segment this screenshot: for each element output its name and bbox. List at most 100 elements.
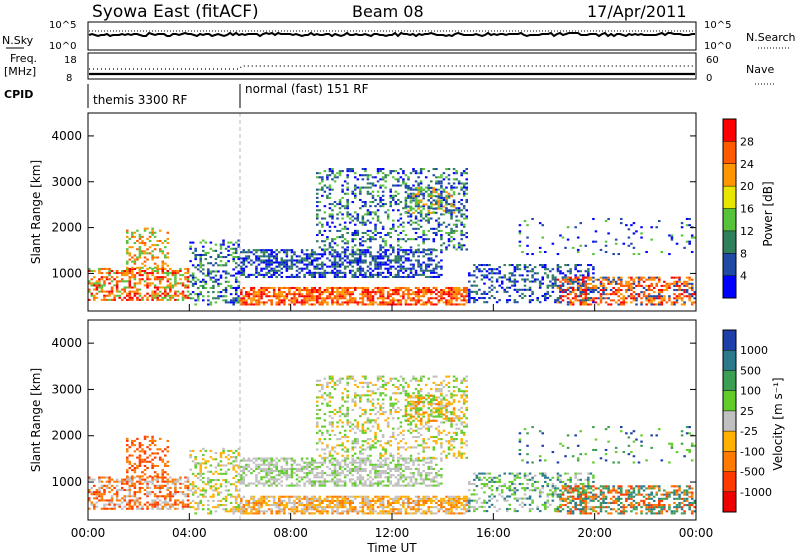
velocity-cell <box>151 441 154 445</box>
power-cell <box>440 238 443 241</box>
power-cell <box>316 263 319 266</box>
power-cell <box>566 286 570 289</box>
velocity-cell <box>376 499 380 502</box>
velocity-cell <box>288 499 291 502</box>
velocity-cell <box>232 508 235 511</box>
velocity-cell <box>432 499 436 502</box>
velocity-cell <box>126 458 129 461</box>
velocity-cell <box>267 495 271 498</box>
power-cell <box>437 299 441 302</box>
velocity-cell <box>237 447 240 450</box>
power-cell <box>338 229 342 232</box>
velocity-cell <box>404 497 408 500</box>
velocity-cell <box>404 512 408 515</box>
power-cell <box>298 295 301 298</box>
velocity-cell <box>252 499 256 502</box>
velocity-cell <box>272 504 276 507</box>
power-cell <box>678 276 681 279</box>
power-cell <box>285 297 289 300</box>
power-cell <box>293 253 296 256</box>
power-cell <box>267 249 271 252</box>
power-cell <box>245 251 248 254</box>
power-cell <box>310 249 314 252</box>
power-cell <box>136 256 139 259</box>
power-cell <box>435 211 438 214</box>
power-cell <box>333 297 337 300</box>
power-cell <box>430 227 433 230</box>
velocity-cell <box>240 512 243 515</box>
power-cell <box>452 205 456 208</box>
velocity-cell <box>138 464 142 467</box>
power-cell <box>685 291 689 294</box>
power-cell <box>440 273 443 276</box>
power-cell <box>427 195 430 198</box>
power-cell <box>647 284 651 287</box>
velocity-cell <box>424 512 428 515</box>
velocity-cell <box>275 461 278 464</box>
power-cell <box>658 276 661 279</box>
power-cell <box>450 211 453 214</box>
power-cell <box>384 176 387 179</box>
velocity-cell <box>417 504 420 507</box>
power-cell <box>389 231 392 234</box>
power-cell <box>336 253 339 256</box>
power-cell <box>465 192 468 195</box>
power-cell <box>126 248 129 251</box>
power-cell <box>100 284 104 287</box>
power-cell <box>582 291 585 294</box>
velocity-cell <box>343 495 347 498</box>
power-cell <box>414 199 418 202</box>
power-cell <box>305 271 309 274</box>
power-cell <box>460 303 463 306</box>
power-cell <box>417 219 420 222</box>
power-cell <box>333 180 337 183</box>
power-cell <box>419 265 423 268</box>
power-cell <box>359 267 362 270</box>
freq-right-tick-bottom: 0 <box>706 73 712 84</box>
power-cell <box>346 170 349 173</box>
power-cell <box>379 291 382 294</box>
power-cell <box>356 267 360 270</box>
velocity-cell <box>293 510 296 513</box>
power-cell <box>184 284 187 287</box>
power-cell <box>402 267 405 270</box>
velocity-cell <box>143 437 147 440</box>
power-cell <box>126 274 129 277</box>
power-cell <box>427 248 430 251</box>
power-cell <box>417 223 420 226</box>
power-cell <box>202 299 205 302</box>
power-cell <box>430 180 433 183</box>
power-cell <box>219 245 223 248</box>
power-cell <box>148 294 152 297</box>
velocity-cell <box>275 478 278 481</box>
power-cell <box>272 255 276 258</box>
power-cell <box>126 260 129 263</box>
power-cell <box>278 263 281 266</box>
power-cell <box>612 276 615 279</box>
velocity-cell <box>308 512 311 515</box>
velocity-cell <box>186 495 190 498</box>
velocity-cell <box>166 488 170 492</box>
power-cell <box>450 186 453 189</box>
power-cell <box>348 295 352 298</box>
power-cell <box>151 282 154 285</box>
velocity-cell <box>199 493 202 496</box>
velocity-cell <box>303 512 306 515</box>
power-cell <box>212 286 215 289</box>
power-cell <box>409 293 413 296</box>
power-cell <box>460 238 463 241</box>
power-cell <box>690 234 694 237</box>
power-cell <box>404 240 408 243</box>
power-cell <box>417 299 420 302</box>
power-cell <box>445 291 448 294</box>
power-cell <box>93 294 96 297</box>
power-cell <box>675 276 679 279</box>
velocity-cell <box>237 451 240 455</box>
velocity-cell <box>260 476 263 479</box>
velocity-cell <box>158 458 162 461</box>
velocity-cell <box>209 495 213 498</box>
power-cell <box>612 280 615 283</box>
power-cell <box>432 271 436 274</box>
power-cell <box>186 290 190 293</box>
power-cell <box>561 272 565 275</box>
